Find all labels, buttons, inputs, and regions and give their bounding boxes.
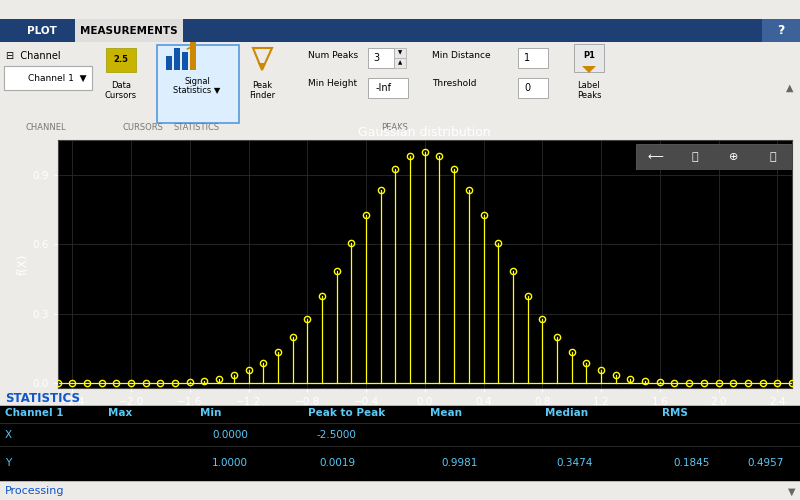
Text: ▼: ▼ (398, 50, 402, 56)
Text: 0.4957: 0.4957 (748, 458, 784, 468)
Text: ▼: ▼ (787, 486, 795, 496)
Text: Channel 1: Channel 1 (5, 408, 63, 418)
Text: ✋: ✋ (691, 152, 698, 162)
Text: 0.1845: 0.1845 (674, 458, 710, 468)
Bar (574, 44, 604, 72)
Text: STATISTICS: STATISTICS (5, 392, 80, 404)
Text: X: X (5, 430, 12, 440)
Bar (0, 19, 800, 42)
Text: RMS: RMS (662, 408, 688, 418)
Bar (368, 78, 408, 98)
Text: STATISTICS: STATISTICS (174, 124, 220, 132)
Text: Processing: Processing (5, 486, 65, 496)
Text: ⟵: ⟵ (647, 152, 663, 162)
Y-axis label: f(X): f(X) (16, 254, 30, 274)
Text: PEAKS: PEAKS (382, 124, 409, 132)
Text: Peak to Peak: Peak to Peak (308, 408, 386, 418)
Text: ⊕: ⊕ (729, 152, 738, 162)
Text: Finder: Finder (249, 90, 275, 100)
Text: -Inf: -Inf (376, 83, 392, 93)
Text: ?: ? (778, 24, 785, 38)
Text: Peaks: Peaks (577, 90, 602, 100)
Bar (0, 405, 800, 481)
Bar (4, 66, 92, 90)
Text: CURSORS: CURSORS (122, 124, 163, 132)
Text: Channel 1  ▼: Channel 1 ▼ (28, 74, 86, 82)
Text: Min Height: Min Height (308, 80, 357, 88)
Text: PLOT: PLOT (27, 26, 57, 36)
Text: 1: 1 (524, 53, 530, 63)
Bar (166, 56, 172, 70)
Bar (75, 19, 183, 42)
Text: Peak: Peak (252, 82, 272, 90)
Text: Threshold: Threshold (432, 80, 477, 88)
Text: 3: 3 (373, 53, 379, 63)
Bar (394, 48, 406, 58)
Text: Min: Min (200, 408, 222, 418)
Text: MEASUREMENTS: MEASUREMENTS (80, 26, 178, 36)
Text: 1.0000: 1.0000 (212, 458, 248, 468)
Bar (157, 45, 239, 123)
Text: Data: Data (111, 82, 131, 90)
Text: 0.0000: 0.0000 (212, 430, 248, 440)
Text: 0: 0 (524, 83, 530, 93)
Text: ⊟  Channel: ⊟ Channel (6, 51, 61, 61)
Bar (762, 19, 800, 42)
Text: Median: Median (545, 408, 588, 418)
Text: 0.9981: 0.9981 (442, 458, 478, 468)
Text: Statistics ▼: Statistics ▼ (174, 86, 221, 94)
Text: Signal: Signal (184, 76, 210, 86)
X-axis label: X: X (421, 410, 429, 423)
Text: CHANNEL: CHANNEL (26, 124, 66, 132)
Bar (106, 48, 136, 72)
Text: ⤢: ⤢ (769, 152, 776, 162)
Bar (518, 48, 548, 68)
Text: ▲: ▲ (398, 60, 402, 66)
Polygon shape (258, 63, 266, 70)
Text: ▲: ▲ (786, 83, 794, 93)
Text: Num Peaks: Num Peaks (308, 52, 358, 60)
Title: Gaussian distribution: Gaussian distribution (358, 126, 491, 139)
Bar (174, 48, 180, 70)
Text: P1: P1 (583, 52, 595, 60)
Bar (368, 48, 394, 68)
Text: -2.5000: -2.5000 (316, 430, 356, 440)
Text: 2.5: 2.5 (114, 56, 129, 64)
Text: Cursors: Cursors (105, 90, 137, 100)
Polygon shape (582, 66, 596, 73)
Bar (518, 78, 548, 98)
Text: Max: Max (108, 408, 132, 418)
Text: Y: Y (5, 458, 11, 468)
Text: Mean: Mean (430, 408, 462, 418)
Bar (190, 42, 196, 70)
Text: 0.3474: 0.3474 (557, 458, 593, 468)
Bar (182, 52, 188, 70)
Text: Label: Label (578, 82, 600, 90)
Bar (394, 58, 406, 68)
Text: Min Distance: Min Distance (432, 52, 490, 60)
Text: 0.0019: 0.0019 (320, 458, 356, 468)
